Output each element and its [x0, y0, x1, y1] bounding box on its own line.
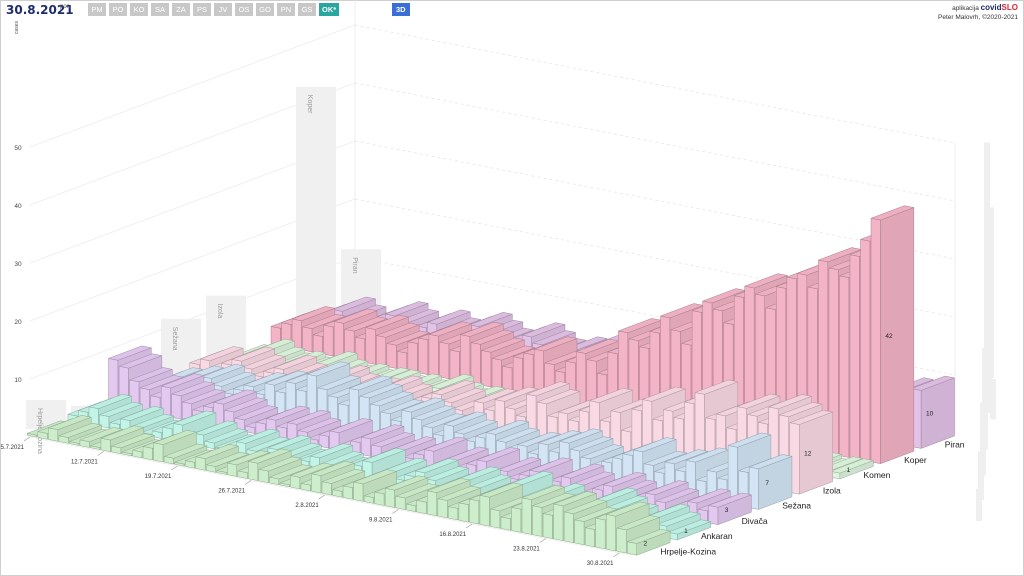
- sidewall-bar-7: [976, 488, 982, 522]
- bar-2-57: [707, 492, 753, 526]
- series-label-7: Piran: [945, 440, 965, 450]
- bar-6-57: [870, 205, 915, 465]
- series-label-6: Koper: [904, 455, 927, 465]
- series-label-4: Izola: [823, 485, 841, 495]
- date-label-4: 2.8.2021: [295, 503, 319, 509]
- date-tick-6: [465, 523, 473, 529]
- date-label-3: 26.7.2021: [218, 488, 245, 494]
- y-tick-label-1: 20: [14, 319, 22, 326]
- region-button-3[interactable]: SA: [151, 3, 169, 16]
- bar-4-57: [788, 409, 834, 495]
- series-3: 7 Sežana: [148, 361, 811, 511]
- series-label-3: Sežana: [782, 501, 811, 511]
- last-value-label-7: 10: [926, 410, 934, 417]
- date-label-5: 9.8.2021: [369, 517, 393, 523]
- date-tick-4: [318, 494, 325, 500]
- region-button-2[interactable]: KO: [130, 3, 148, 16]
- app-credit: aplikacija covidSLO Peter Malovrh, ©2020…: [938, 3, 1018, 22]
- region-button-0[interactable]: PM: [88, 3, 106, 16]
- sidewall-bar-6: [978, 451, 984, 501]
- sidewall-bar-0: [990, 379, 996, 420]
- gridline-3: [354, 82, 956, 202]
- region-button-1[interactable]: PO: [109, 3, 127, 16]
- backwall-label-3: Sežana: [171, 327, 178, 351]
- bar-0-57: [626, 528, 671, 556]
- app-brand: aplikacija covidSLO: [938, 3, 1018, 13]
- date-tick-3: [244, 480, 252, 485]
- y-tick-label-4: 50: [14, 145, 22, 152]
- date-tick-8: [613, 552, 620, 558]
- region-button-7[interactable]: OS: [235, 3, 253, 16]
- date-tick-7: [539, 538, 546, 543]
- region-button-5[interactable]: PS: [193, 3, 211, 16]
- sidewall-bar-5: [980, 402, 986, 476]
- gridline-4: [354, 24, 956, 144]
- backwall-label-7: Piran: [351, 257, 358, 273]
- date-label-7: 23.8.2021: [513, 546, 540, 552]
- last-value-label-2: 3: [725, 507, 729, 514]
- y-axis-title: cases: [14, 20, 20, 34]
- date-label-0: 5.7.2021: [1, 445, 25, 451]
- date-tick-0: [23, 436, 31, 442]
- sidewall-bar-4: [982, 348, 988, 450]
- bar-3-57: [748, 454, 793, 510]
- date-label-6: 16.8.2021: [439, 532, 466, 538]
- series-label-1: Ankaran: [701, 531, 733, 541]
- current-date: 30.8.2021: [6, 3, 74, 17]
- region-button-6[interactable]: JV: [214, 3, 232, 16]
- y-tick-label-2: 30: [14, 261, 22, 268]
- series-0: 2 Hrpelje-Kozina: [26, 415, 716, 556]
- region-button-10[interactable]: GS: [298, 3, 316, 16]
- series-label-0: Hrpelje-Kozina: [660, 546, 716, 556]
- series-label-5: Komen: [863, 470, 890, 480]
- gridline-side-4: [29, 24, 356, 148]
- app-prefix: aplikacija: [952, 5, 979, 12]
- date-label-1: 12.7.2021: [71, 459, 98, 465]
- last-value-label-0: 2: [643, 540, 647, 547]
- sidewall-bar-3: [984, 142, 990, 379]
- region-button-8[interactable]: GO: [256, 3, 274, 16]
- brand-accent: SLO: [1001, 3, 1018, 12]
- region-button-4[interactable]: ZA: [172, 3, 190, 16]
- date-tick-1: [97, 451, 104, 456]
- backwall-label-6: Koper: [306, 95, 313, 114]
- series-label-2: Divača: [742, 516, 768, 526]
- date-tick-5: [392, 509, 399, 514]
- app-author: Peter Malovrh, ©2020-2021: [938, 14, 1018, 21]
- region-button-9[interactable]: PN: [277, 3, 295, 16]
- last-value-label-4: 12: [804, 450, 812, 457]
- last-value-label-6: 42: [885, 333, 893, 340]
- region-button-11[interactable]: OK*: [319, 3, 340, 16]
- series-2: 3 Divača: [107, 345, 768, 526]
- date-tick-2: [171, 465, 178, 471]
- last-value-label-3: 7: [765, 480, 769, 487]
- region-selector: PM PO KO SA ZA PS JV OS GO PN GS OK*: [88, 3, 340, 16]
- y-tick-label-0: 10: [14, 377, 22, 384]
- sidewall-projections: [976, 142, 996, 522]
- view-3d-button[interactable]: 3D: [392, 3, 410, 16]
- brand-main: covid: [980, 3, 1002, 12]
- date-labels: 5.7.2021 12.7.2021 19.7.2021 26.7.2021 2.8.2…: [1, 436, 620, 567]
- last-value-label-5: 1: [847, 467, 851, 474]
- backwall-label-4: Izola: [216, 304, 223, 319]
- y-tick-label-3: 40: [14, 203, 22, 210]
- current-weekday: pon: [60, 4, 71, 10]
- last-value-label-1: 1: [684, 528, 688, 535]
- date-label-2: 19.7.2021: [145, 474, 172, 480]
- date-label-8: 30.8.2021: [587, 561, 614, 567]
